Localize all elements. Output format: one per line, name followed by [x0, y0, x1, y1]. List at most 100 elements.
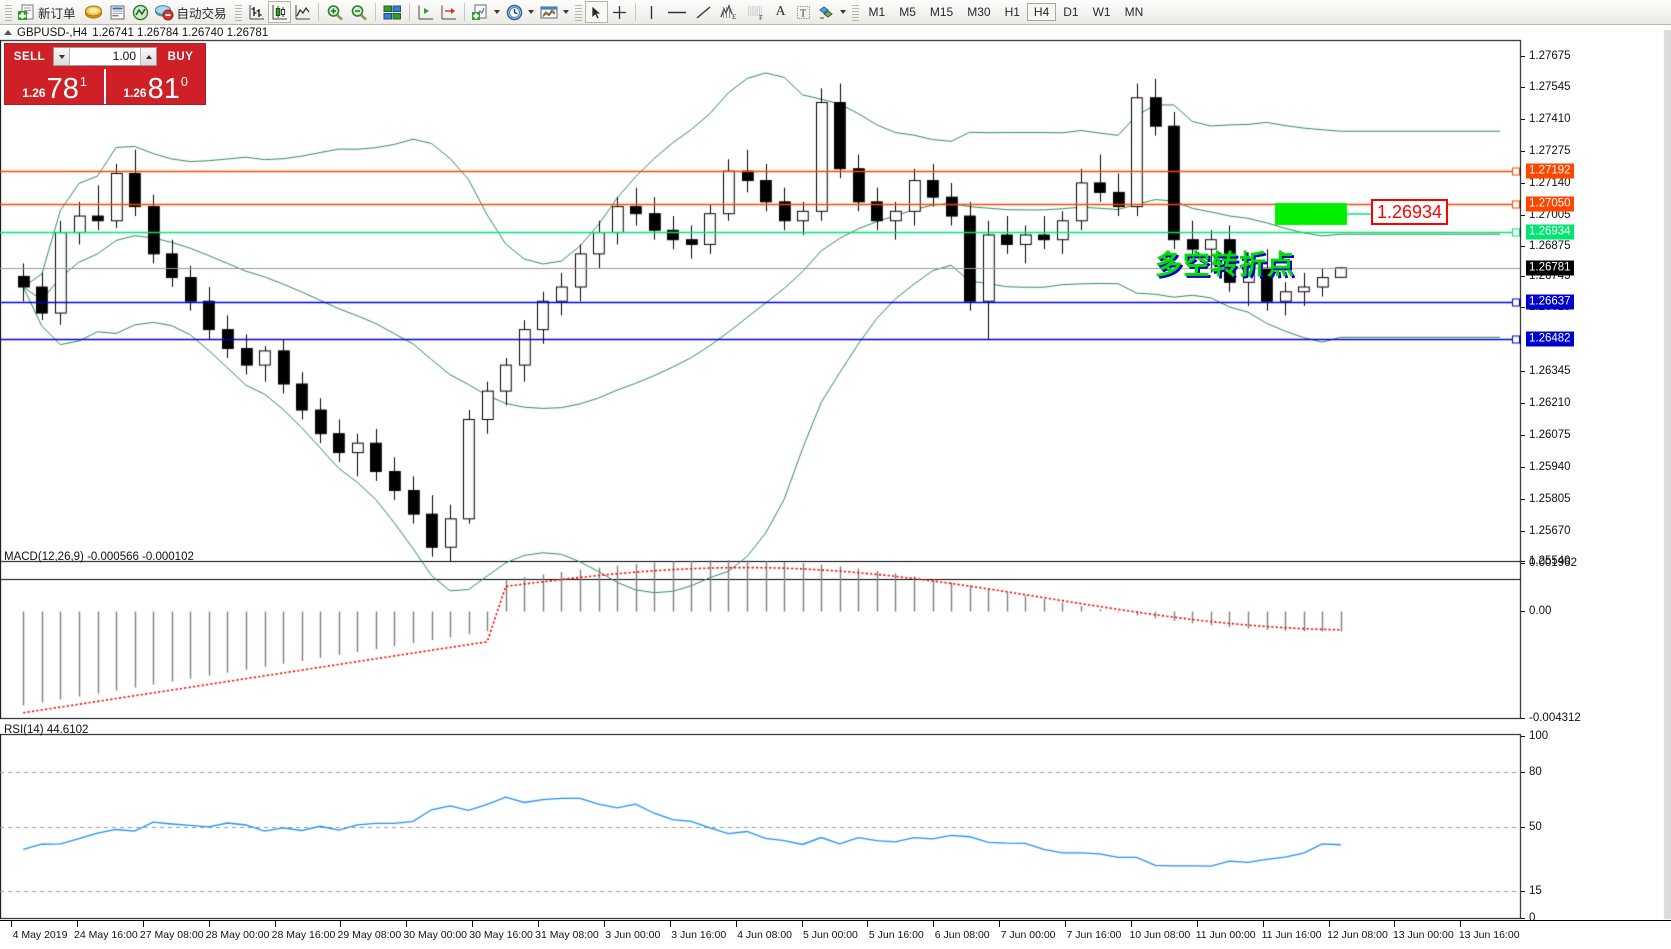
time-tick: 27 May 08:00 [139, 929, 204, 941]
volume-increment-button[interactable] [140, 48, 156, 65]
time-tick: 13 Jun 16:00 [1458, 929, 1520, 941]
time-tick-sep [1460, 921, 1462, 927]
price-level-tag[interactable]: 1.27192 [1526, 163, 1574, 179]
price-tick: 1.27140 [1521, 177, 1571, 189]
time-tick: 29 May 08:00 [337, 929, 402, 941]
price-tick: 1.25940 [1521, 461, 1571, 473]
time-tick: 3 Jun 16:00 [671, 929, 727, 941]
time-tick-sep [406, 921, 408, 927]
price-tick: 1.26210 [1521, 397, 1571, 409]
macd-tick: 0.001962 [1521, 557, 1577, 569]
time-scale[interactable]: 4 May 2019 24 May 16:00 27 May 08:00 28 May… [0, 920, 1671, 949]
chinese-annotation-text[interactable]: 多空转折点 [1155, 250, 1295, 281]
rsi-tick: 15 [1521, 885, 1542, 897]
time-tick-sep [669, 921, 671, 927]
time-tick: 13 Jun 00:00 [1392, 929, 1454, 941]
price-tick: 1.27545 [1521, 81, 1571, 93]
price-tick: 1.25805 [1521, 493, 1571, 505]
time-tick-sep [801, 921, 803, 927]
price-level-tag[interactable]: 1.26482 [1526, 331, 1574, 347]
time-tick-sep [735, 921, 737, 927]
trade-panel-prices: 1.26 78 1 1.26 81 0 [5, 69, 205, 104]
price-tick: 1.25670 [1521, 525, 1571, 537]
price-tick: 1.27675 [1521, 50, 1571, 62]
price-tick: 1.27005 [1521, 209, 1571, 221]
chevron-down-icon-vol [58, 54, 65, 59]
trade-panel-header: SELL 1.00 BUY [5, 44, 205, 69]
sell-price-point: 1 [79, 75, 87, 89]
macd-tick: -0.004312 [1521, 712, 1581, 724]
time-tick: 12 Jun 08:00 [1327, 929, 1388, 941]
price-level-tag[interactable]: 1.26637 [1526, 294, 1574, 310]
time-tick: 3 Jun 00:00 [605, 929, 661, 941]
time-tick: 11 Jun 16:00 [1261, 929, 1322, 941]
time-tick: 4 Jun 08:00 [737, 929, 793, 941]
price-level-tag[interactable]: 1.26934 [1526, 224, 1574, 240]
buy-price-big: 81 [147, 73, 180, 105]
time-tick: 7 Jun 00:00 [1000, 929, 1056, 941]
time-tick: 24 May 16:00 [74, 929, 138, 941]
time-tick: 31 May 08:00 [535, 929, 599, 941]
time-tick-sep [538, 921, 540, 927]
volume-decrement-button[interactable] [54, 48, 70, 65]
time-tick-sep [1065, 921, 1066, 927]
chevron-up-icon-vol [145, 54, 152, 59]
time-tick-sep [274, 921, 276, 927]
rsi-tick: 0 [1521, 912, 1535, 924]
time-tick: 11 Jun 00:00 [1195, 929, 1256, 941]
time-tick-sep [1196, 921, 1198, 927]
sell-price[interactable]: 1.26 78 1 [5, 69, 106, 104]
time-tick: 28 May 16:00 [271, 929, 336, 941]
price-callout-label[interactable]: 1.26934 [1371, 199, 1449, 225]
macd-tick: 0.00 [1521, 605, 1551, 617]
price-tick: 1.27275 [1521, 145, 1571, 157]
time-tick-sep [340, 921, 342, 927]
rsi-tick: 50 [1521, 821, 1542, 833]
time-tick: 4 May 2019 [12, 929, 68, 941]
time-tick: 30 May 00:00 [403, 929, 468, 941]
sell-price-big: 78 [46, 73, 79, 105]
time-tick-sep [208, 921, 210, 927]
time-tick: 28 May 00:00 [205, 929, 270, 941]
price-tick: 1.26875 [1521, 240, 1571, 252]
time-tick-sep [603, 921, 605, 927]
time-tick: 10 Jun 08:00 [1129, 929, 1191, 941]
rsi-scale: 100 80 50 15 0 [1521, 0, 1671, 949]
time-tick-sep [999, 921, 1001, 927]
sell-button[interactable]: SELL [13, 50, 46, 63]
time-tick: 6 Jun 08:00 [934, 929, 990, 941]
price-tick: 1.25540 [1521, 555, 1571, 567]
sell-price-prefix: 1.26 [22, 86, 46, 100]
price-level-tag[interactable]: 1.26781 [1526, 260, 1574, 276]
buy-button[interactable]: BUY [167, 50, 194, 63]
price-tick: 1.26345 [1521, 365, 1571, 377]
time-tick-sep [472, 921, 474, 927]
one-click-trading-panel: SELL 1.00 BUY 1.26 78 1 1.26 81 0 [4, 43, 206, 105]
rsi-tick: 80 [1521, 766, 1542, 778]
time-tick-sep [11, 921, 13, 927]
time-tick: 5 Jun 00:00 [803, 929, 858, 941]
time-tick: 7 Jun 16:00 [1066, 929, 1122, 941]
time-tick-sep [1394, 921, 1396, 927]
time-tick-sep [76, 921, 78, 927]
buy-price[interactable]: 1.26 81 0 [106, 69, 205, 104]
macd-scale: 0.001962 0.00 -0.004312 [1521, 0, 1671, 949]
price-scale[interactable]: 1.27675 1.27545 1.27410 1.27275 1.27140 1.270… [1521, 0, 1671, 949]
time-tick-sep [1262, 921, 1264, 927]
rsi-tick: 100 [1521, 730, 1548, 742]
price-level-tag[interactable]: 1.27050 [1526, 196, 1574, 212]
time-tick: 5 Jun 16:00 [868, 929, 924, 941]
volume-input[interactable]: 1.00 [112, 49, 136, 63]
buy-price-point: 0 [180, 75, 188, 89]
volume-stepper[interactable]: 1.00 [53, 47, 157, 66]
price-tick: 1.27410 [1521, 113, 1571, 125]
price-tick: 1.26075 [1521, 429, 1571, 441]
time-tick: 30 May 16:00 [469, 929, 533, 941]
buy-price-prefix: 1.26 [123, 86, 147, 100]
time-tick-sep [142, 921, 144, 927]
rsi-indicator-label[interactable]: RSI(14) 44.6102 [4, 724, 89, 736]
macd-indicator-label[interactable]: MACD(12,26,9) -0.000566 -0.000102 [4, 551, 194, 563]
time-tick-sep [1328, 921, 1330, 927]
